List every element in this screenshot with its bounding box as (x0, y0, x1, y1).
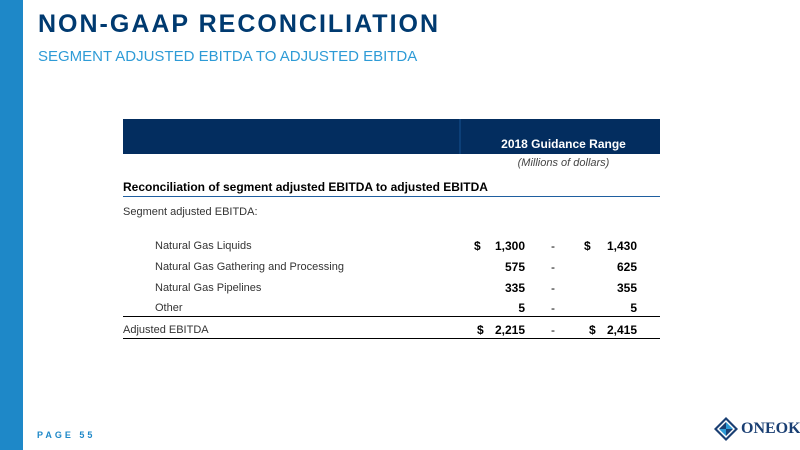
range-separator: - (551, 239, 555, 253)
low-currency-symbol: $ (474, 239, 481, 253)
low-value: 575 (504, 260, 525, 274)
total-row: Adjusted EBITDA $ 2,215 - $ 2,415 (123, 322, 660, 340)
table-row: Other 5 - 5 (123, 300, 660, 318)
table-header-band (123, 119, 660, 154)
table-row: Natural Gas Gathering and Processing 575… (123, 259, 660, 277)
high-value: 355 (616, 281, 637, 295)
high-value: 5 (630, 301, 637, 315)
low-value: 5 (518, 301, 525, 315)
range-separator: - (551, 301, 555, 315)
logo-wordmark: ONEOK (741, 420, 800, 437)
group-label: Segment adjusted EBITDA: (123, 206, 258, 218)
low-value: 1,300 (494, 239, 525, 253)
oneok-diamond-icon (714, 417, 738, 441)
section-heading: Reconciliation of segment adjusted EBITD… (123, 180, 488, 194)
table-row: Natural Gas Liquids $ 1,300 - $ 1,430 (123, 238, 660, 256)
high-value: 625 (616, 260, 637, 274)
low-value: 335 (504, 281, 525, 295)
table-row: Natural Gas Pipelines 335 - 355 (123, 280, 660, 298)
total-low-value: 2,215 (494, 323, 525, 337)
row-label: Natural Gas Gathering and Processing (155, 261, 344, 273)
row-label: Natural Gas Pipelines (155, 282, 262, 294)
high-currency-symbol: $ (584, 239, 591, 253)
range-separator: - (551, 281, 555, 295)
guidance-range-header: 2018 Guidance Range (501, 137, 626, 151)
low-currency-symbol: $ (477, 323, 484, 337)
units-label: (Millions of dollars) (517, 157, 610, 169)
total-high-value: 2,415 (606, 323, 637, 337)
subtotal-rule (123, 316, 660, 317)
oneok-logo: ONEOK (714, 416, 800, 442)
page-subtitle: SEGMENT ADJUSTED EBITDA TO ADJUSTED EBIT… (38, 48, 418, 65)
row-label: Other (155, 302, 183, 314)
page-title: NON-GAAP RECONCILIATION (38, 10, 441, 38)
range-separator: - (551, 323, 555, 337)
section-rule (123, 196, 660, 197)
total-rule (123, 338, 660, 339)
range-separator: - (551, 260, 555, 274)
row-label: Natural Gas Liquids (155, 240, 252, 252)
header-column-divider (459, 119, 461, 154)
side-accent-bar (0, 0, 23, 450)
page-number: PAGE 55 (37, 430, 96, 440)
total-label: Adjusted EBITDA (123, 324, 209, 336)
high-currency-symbol: $ (589, 323, 596, 337)
high-value: 1,430 (606, 239, 637, 253)
